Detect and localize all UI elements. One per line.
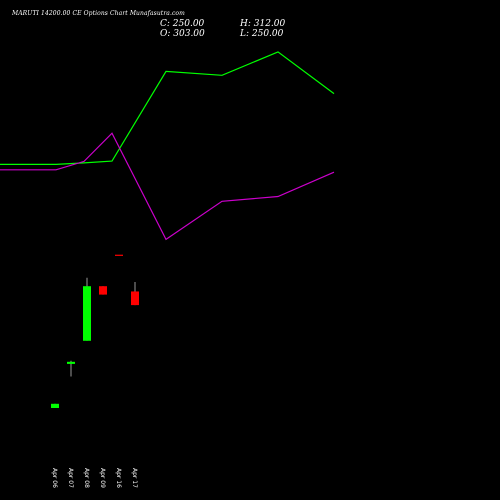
candle-body (83, 286, 91, 341)
candle (99, 286, 107, 295)
candle (131, 282, 139, 306)
x-tick-label: Apr 06 (51, 468, 58, 488)
candle-body (131, 291, 139, 306)
candle (83, 277, 91, 341)
x-tick-label: Apr 09 (99, 468, 106, 488)
close-value: C: 250.00 (160, 19, 205, 29)
candles (51, 254, 139, 408)
candle-body (51, 403, 59, 408)
open-value: O: 303.00 (160, 29, 205, 39)
candle-body (67, 361, 75, 364)
x-tick-label: Apr 17 (131, 468, 138, 488)
candle (115, 254, 123, 256)
x-tick-label: Apr 08 (83, 468, 90, 488)
overlay-lines (0, 51, 335, 241)
x-axis-labels: Apr 06 Apr 07 Apr 08 Apr 09 Apr 16 Apr 17 (51, 468, 138, 488)
x-tick-label: Apr 16 (115, 468, 122, 488)
overlay-line-2 (0, 132, 335, 241)
candle-body (99, 286, 107, 295)
x-tick-label: Apr 07 (67, 468, 74, 488)
candle-body (115, 254, 123, 256)
low-value: L: 250.00 (240, 29, 284, 39)
candle (51, 403, 59, 408)
overlay-line-1 (0, 51, 335, 165)
candle (67, 360, 75, 377)
chart-title: MARUTI 14200.00 CE Options Chart Munafas… (12, 10, 185, 17)
high-value: H: 312.00 (240, 19, 286, 29)
